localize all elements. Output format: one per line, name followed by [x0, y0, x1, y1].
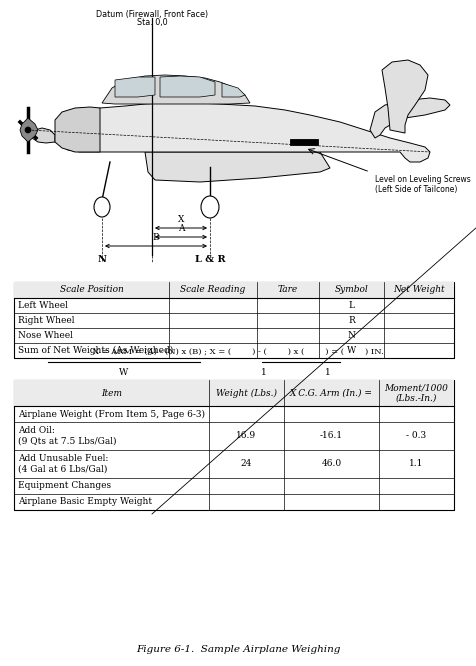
Text: Datum (Firewall, Front Face): Datum (Firewall, Front Face)	[96, 10, 208, 19]
Text: L: L	[348, 301, 355, 310]
Bar	[14, 380, 454, 406]
Text: Weight (Lbs.): Weight (Lbs.)	[216, 388, 277, 398]
Polygon shape	[55, 103, 430, 162]
Text: Add Unusable Fuel:
(4 Gal at 6 Lbs/Gal): Add Unusable Fuel: (4 Gal at 6 Lbs/Gal)	[18, 454, 109, 474]
Text: 16.9: 16.9	[237, 432, 257, 440]
Text: Airplane Weight (From Item 5, Page 6-3): Airplane Weight (From Item 5, Page 6-3)	[18, 410, 205, 418]
Polygon shape	[20, 118, 38, 142]
Text: Add Oil:
(9 Qts at 7.5 Lbs/Gal): Add Oil: (9 Qts at 7.5 Lbs/Gal)	[18, 426, 117, 446]
Polygon shape	[115, 77, 155, 97]
Ellipse shape	[94, 197, 110, 217]
Ellipse shape	[201, 196, 219, 218]
Polygon shape	[102, 75, 250, 104]
Text: 1.1: 1.1	[409, 460, 424, 468]
Text: N: N	[347, 331, 356, 340]
Polygon shape	[145, 152, 330, 182]
Text: X = ARM = (A) - (N) x (B) ; X = (        ) - (        ) x (        ) = (        : X = ARM = (A) - (N) x (B) ; X = ( ) - ( …	[93, 349, 383, 357]
Polygon shape	[222, 83, 245, 97]
Text: X: X	[178, 215, 184, 224]
Bar	[14, 380, 454, 510]
Text: 46.0: 46.0	[321, 460, 342, 468]
Text: R: R	[348, 316, 355, 325]
Text: W: W	[119, 368, 129, 377]
Text: Symbol: Symbol	[335, 286, 368, 294]
Polygon shape	[370, 98, 450, 138]
Bar	[14, 282, 454, 298]
Polygon shape	[382, 60, 428, 133]
Text: B: B	[153, 233, 159, 242]
Text: X C.G. Arm (In.) =: X C.G. Arm (In.) =	[290, 388, 373, 398]
Text: Tare: Tare	[278, 286, 298, 294]
Text: Scale Reading: Scale Reading	[180, 286, 246, 294]
Bar	[290, 139, 318, 145]
Text: 24: 24	[241, 460, 252, 468]
Circle shape	[25, 127, 31, 133]
Text: N: N	[98, 255, 107, 264]
Text: Item: Item	[101, 388, 122, 398]
Text: Moment/1000
(Lbs.-In.): Moment/1000 (Lbs.-In.)	[385, 384, 448, 403]
Text: Level on Leveling Screws
(Left Side of Tailcone): Level on Leveling Screws (Left Side of T…	[375, 175, 471, 194]
Bar	[14, 282, 454, 358]
Text: Net Weight: Net Weight	[393, 286, 445, 294]
Polygon shape	[55, 107, 100, 152]
Text: 1: 1	[325, 368, 331, 377]
Text: Sta. 0,0: Sta. 0,0	[137, 18, 167, 27]
Polygon shape	[160, 76, 215, 97]
Text: Figure 6-1.  Sample Airplane Weighing: Figure 6-1. Sample Airplane Weighing	[136, 645, 340, 655]
Text: Sum of Net Weights (As Weighed): Sum of Net Weights (As Weighed)	[18, 346, 173, 355]
Text: - 0.3: - 0.3	[407, 432, 426, 440]
Text: Left Wheel: Left Wheel	[18, 301, 68, 310]
Text: Scale Position: Scale Position	[60, 286, 123, 294]
Text: Nose Wheel: Nose Wheel	[18, 331, 73, 340]
Text: Airplane Basic Empty Weight: Airplane Basic Empty Weight	[18, 498, 152, 507]
Text: Right Wheel: Right Wheel	[18, 316, 75, 325]
Text: A: A	[178, 224, 184, 233]
Text: -16.1: -16.1	[320, 432, 343, 440]
Text: 1: 1	[261, 368, 267, 377]
Text: Equipment Changes: Equipment Changes	[18, 482, 111, 490]
Text: L & R: L & R	[195, 255, 225, 264]
Text: W: W	[347, 346, 356, 355]
Polygon shape	[30, 128, 55, 143]
